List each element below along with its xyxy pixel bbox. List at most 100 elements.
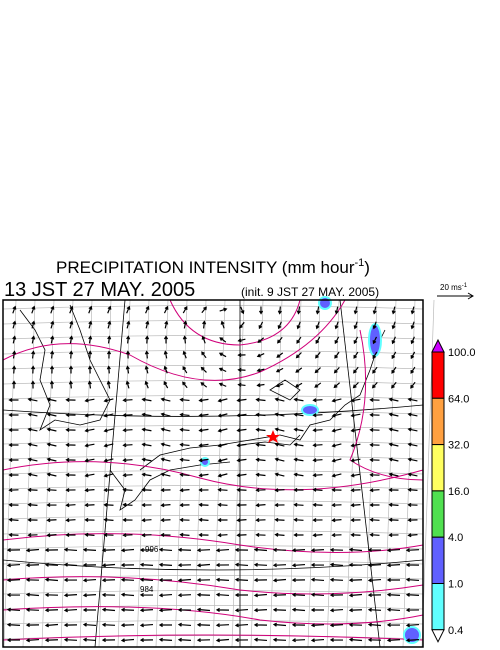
wind-arrow — [329, 593, 344, 598]
colorbar-cap — [431, 338, 445, 353]
wind-arrow — [372, 336, 378, 345]
wind-arrow — [31, 320, 36, 329]
wind-arrow — [353, 366, 359, 374]
wind-arrow — [350, 458, 361, 463]
wind-arrow — [386, 592, 401, 597]
colorbar-label: 64.0 — [448, 393, 469, 405]
wind-arrow — [240, 306, 245, 315]
wind-arrow — [65, 397, 76, 402]
vector-scale-arrow — [437, 292, 474, 300]
wind-arrow — [391, 381, 397, 389]
wind-arrow — [331, 518, 342, 523]
wind-arrow — [101, 622, 116, 627]
colorbar-label: 1.0 — [448, 579, 463, 591]
wind-arrow — [348, 608, 363, 613]
wind-arrow — [371, 381, 378, 389]
title-main: PRECIPITATION INTENSITY (mm hour — [56, 258, 355, 277]
wind-arrow — [88, 305, 93, 314]
wind-arrow — [198, 487, 209, 493]
rain-patch — [318, 296, 332, 310]
wind-arrow — [334, 321, 339, 330]
wind-arrow — [236, 413, 247, 418]
wind-arrow — [405, 548, 420, 553]
wind-arrow — [257, 337, 265, 343]
wind-arrow — [103, 532, 114, 537]
wind-arrow — [217, 533, 228, 538]
wind-arrow — [312, 473, 323, 478]
wind-arrow — [215, 577, 230, 582]
wind-arrow — [253, 608, 268, 613]
grid-line — [2, 485, 424, 490]
wind-arrow — [333, 382, 341, 389]
wind-arrow — [386, 607, 401, 612]
wind-arrow — [139, 577, 154, 582]
colorbar-band — [431, 583, 445, 631]
wind-arrow — [274, 457, 285, 462]
wind-arrow — [120, 623, 135, 628]
wind-arrow — [255, 488, 266, 493]
wind-arrow — [183, 320, 188, 329]
wind-arrow — [198, 398, 209, 403]
wind-arrow — [372, 366, 378, 374]
wind-arrow — [236, 398, 247, 403]
wind-arrow — [106, 380, 111, 389]
wind-arrow — [103, 488, 114, 493]
wind-arrow — [215, 638, 230, 643]
grid-line — [364, 299, 378, 648]
location-star — [266, 430, 280, 443]
wind-arrow — [101, 548, 116, 553]
wind-arrow — [163, 365, 168, 374]
colorbar-label: 0.4 — [448, 625, 463, 637]
wind-arrow — [407, 518, 418, 523]
wind-arrow — [84, 443, 95, 448]
wind-arrow — [46, 427, 57, 432]
wind-arrow — [277, 336, 283, 344]
wind-arrow — [276, 352, 284, 358]
wind-arrow — [234, 623, 249, 628]
wind-arrow — [217, 487, 228, 492]
wind-arrow — [405, 592, 420, 597]
wind-arrow — [63, 608, 78, 613]
wind-arrow — [84, 517, 95, 522]
wind-arrow — [27, 487, 38, 492]
wind-arrow — [388, 532, 399, 538]
wind-arrow — [145, 335, 150, 344]
wind-arrow — [348, 622, 363, 627]
wind-arrow — [386, 638, 401, 643]
wind-arrow — [103, 413, 114, 418]
wind-arrow — [218, 352, 227, 358]
wind-arrow — [295, 352, 302, 359]
wind-arrow — [139, 608, 154, 613]
wind-arrow — [126, 320, 131, 329]
wind-arrow — [63, 577, 78, 583]
wind-arrow — [88, 350, 93, 359]
wind-arrow — [31, 335, 36, 344]
wind-arrow — [163, 350, 168, 359]
wind-arrow — [27, 533, 38, 538]
wind-arrow — [272, 622, 287, 627]
wind-arrow — [69, 350, 74, 359]
wind-arrow — [158, 608, 173, 613]
wind-arrow — [217, 473, 228, 478]
wind-arrow — [386, 577, 401, 583]
wind-arrow — [84, 398, 95, 403]
wind-arrow — [25, 563, 40, 568]
wind-arrow — [27, 427, 38, 432]
wind-arrow — [122, 428, 133, 433]
wind-arrow — [217, 458, 228, 463]
wind-arrow — [334, 351, 340, 359]
wind-arrow — [103, 428, 114, 433]
wind-arrow — [234, 562, 249, 567]
vector-scale-text: 20 ms — [440, 283, 462, 292]
wind-arrow — [296, 306, 301, 315]
wind-arrow — [329, 623, 344, 628]
wind-arrow — [101, 592, 116, 597]
wind-arrow — [125, 365, 130, 374]
wind-arrow — [220, 320, 225, 329]
wind-arrow — [253, 622, 268, 628]
wind-arrow — [274, 517, 285, 522]
wind-arrow — [196, 607, 211, 612]
colorbar-label: 4.0 — [448, 532, 463, 544]
wind-arrow — [391, 351, 397, 360]
wind-arrow — [294, 382, 303, 388]
